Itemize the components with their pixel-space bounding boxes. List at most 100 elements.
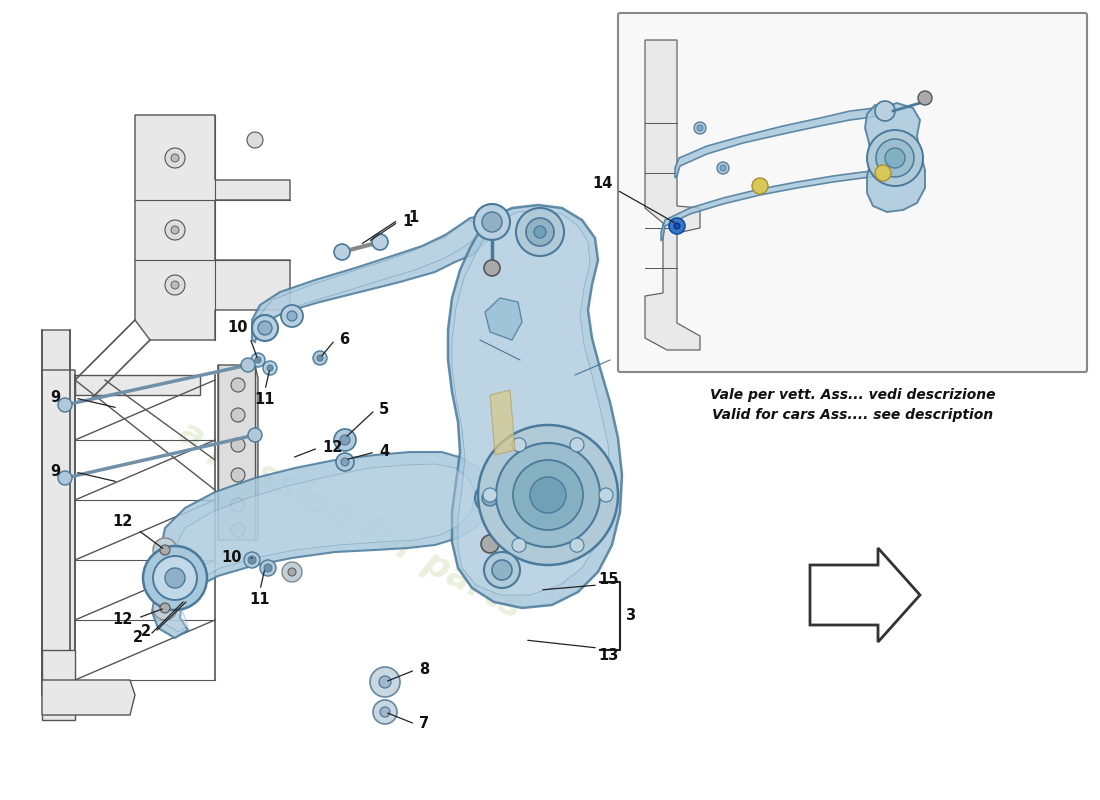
Polygon shape bbox=[452, 210, 610, 595]
Text: 9: 9 bbox=[50, 465, 60, 479]
Circle shape bbox=[241, 358, 255, 372]
Circle shape bbox=[492, 560, 512, 580]
Polygon shape bbox=[252, 216, 492, 342]
Polygon shape bbox=[42, 370, 75, 710]
Text: 12: 12 bbox=[322, 441, 342, 455]
Polygon shape bbox=[152, 452, 492, 638]
Circle shape bbox=[165, 568, 185, 588]
Circle shape bbox=[341, 458, 349, 466]
Circle shape bbox=[534, 226, 546, 238]
Circle shape bbox=[481, 535, 499, 553]
Text: 7: 7 bbox=[419, 717, 429, 731]
Polygon shape bbox=[135, 115, 290, 340]
Circle shape bbox=[483, 488, 497, 502]
Polygon shape bbox=[218, 365, 258, 540]
Text: 15: 15 bbox=[598, 573, 618, 587]
Polygon shape bbox=[661, 170, 883, 241]
Circle shape bbox=[379, 676, 390, 688]
Circle shape bbox=[170, 281, 179, 289]
Text: Vale per vett. Ass... vedi descrizione: Vale per vett. Ass... vedi descrizione bbox=[710, 388, 996, 402]
Polygon shape bbox=[258, 220, 478, 336]
Circle shape bbox=[918, 91, 932, 105]
Circle shape bbox=[484, 552, 520, 588]
Circle shape bbox=[153, 538, 177, 562]
Text: 2: 2 bbox=[133, 630, 143, 646]
Circle shape bbox=[153, 556, 197, 600]
Circle shape bbox=[255, 357, 261, 363]
Circle shape bbox=[231, 408, 245, 422]
Text: 2: 2 bbox=[141, 625, 151, 639]
Polygon shape bbox=[490, 390, 515, 455]
Circle shape bbox=[484, 260, 500, 276]
Circle shape bbox=[512, 438, 526, 452]
Circle shape bbox=[482, 212, 502, 232]
Circle shape bbox=[372, 234, 388, 250]
Polygon shape bbox=[448, 205, 622, 608]
Text: 1: 1 bbox=[408, 210, 418, 226]
Text: Valid for cars Ass.... see description: Valid for cars Ass.... see description bbox=[712, 408, 993, 422]
Circle shape bbox=[260, 560, 276, 576]
Circle shape bbox=[474, 204, 510, 240]
Circle shape bbox=[512, 538, 526, 552]
Circle shape bbox=[282, 562, 303, 582]
Polygon shape bbox=[485, 298, 522, 340]
Polygon shape bbox=[42, 650, 75, 720]
Circle shape bbox=[513, 460, 583, 530]
Text: 10: 10 bbox=[228, 321, 249, 335]
Circle shape bbox=[336, 453, 354, 471]
Circle shape bbox=[373, 700, 397, 724]
Circle shape bbox=[530, 477, 566, 513]
Circle shape bbox=[287, 311, 297, 321]
Circle shape bbox=[170, 226, 179, 234]
Text: 12: 12 bbox=[112, 613, 132, 627]
Text: 13: 13 bbox=[598, 647, 618, 662]
Polygon shape bbox=[42, 330, 70, 710]
Circle shape bbox=[165, 275, 185, 295]
Polygon shape bbox=[645, 40, 700, 350]
Circle shape bbox=[248, 428, 262, 442]
Circle shape bbox=[314, 351, 327, 365]
Circle shape bbox=[258, 321, 272, 335]
Text: 5: 5 bbox=[379, 402, 389, 418]
Circle shape bbox=[496, 443, 600, 547]
Circle shape bbox=[570, 538, 584, 552]
Circle shape bbox=[231, 498, 245, 512]
Text: 10: 10 bbox=[222, 550, 242, 566]
Polygon shape bbox=[75, 375, 200, 395]
Circle shape bbox=[160, 603, 170, 613]
Circle shape bbox=[876, 139, 914, 177]
Text: 11: 11 bbox=[255, 393, 275, 407]
Circle shape bbox=[674, 223, 680, 229]
Circle shape bbox=[165, 148, 185, 168]
Text: 3: 3 bbox=[625, 609, 635, 623]
Circle shape bbox=[251, 353, 265, 367]
Circle shape bbox=[874, 165, 891, 181]
Text: 12: 12 bbox=[112, 514, 132, 530]
Text: 4: 4 bbox=[379, 445, 389, 459]
Circle shape bbox=[669, 218, 685, 234]
Text: 8: 8 bbox=[419, 662, 429, 678]
Polygon shape bbox=[42, 680, 135, 715]
Circle shape bbox=[231, 378, 245, 392]
Circle shape bbox=[248, 556, 256, 564]
Circle shape bbox=[720, 165, 726, 171]
Circle shape bbox=[231, 523, 245, 537]
Circle shape bbox=[334, 244, 350, 260]
Text: a passion for parts: a passion for parts bbox=[173, 415, 528, 625]
Circle shape bbox=[697, 125, 703, 131]
FancyBboxPatch shape bbox=[618, 13, 1087, 372]
Circle shape bbox=[340, 435, 350, 445]
Circle shape bbox=[317, 355, 323, 361]
Circle shape bbox=[280, 305, 302, 327]
Circle shape bbox=[252, 315, 278, 341]
Circle shape bbox=[170, 154, 179, 162]
Circle shape bbox=[600, 488, 613, 502]
Circle shape bbox=[244, 552, 260, 568]
Circle shape bbox=[370, 667, 400, 697]
Circle shape bbox=[886, 148, 905, 168]
Text: 6: 6 bbox=[339, 333, 349, 347]
Circle shape bbox=[267, 365, 273, 371]
Circle shape bbox=[165, 220, 185, 240]
Circle shape bbox=[231, 438, 245, 452]
Circle shape bbox=[160, 545, 170, 555]
